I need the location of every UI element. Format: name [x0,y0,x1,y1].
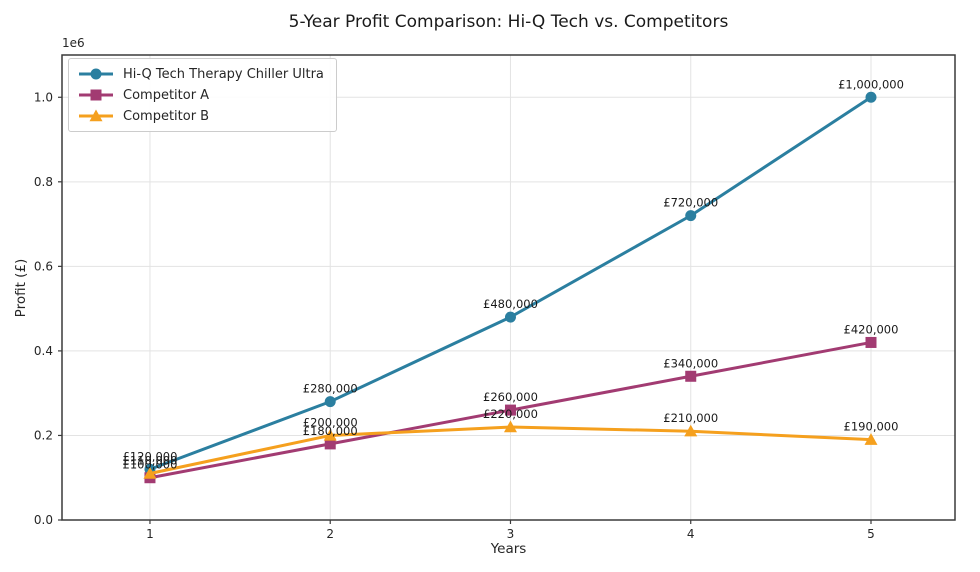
legend-item: Competitor B [77,108,324,124]
data-label: £190,000 [844,420,899,434]
y-axis-offset-label: 1e6 [62,36,85,50]
data-label: £480,000 [483,297,538,311]
circle-marker [324,396,336,408]
x-tick-label: 4 [687,527,695,541]
data-label: £260,000 [483,390,538,404]
y-tick-label: 0.6 [34,259,53,273]
legend-label: Hi-Q Tech Therapy Chiller Ultra [123,66,324,82]
y-axis-label: Profit (£) [13,258,29,318]
square-marker [504,404,516,416]
data-label: £720,000 [663,196,718,210]
data-label: £200,000 [303,415,358,429]
circle-marker [685,210,697,222]
legend-label: Competitor B [123,108,210,124]
square-marker [685,370,697,382]
circle-marker [504,311,516,323]
data-label: £120,000 [123,449,178,463]
y-tick-label: 1.0 [34,90,53,104]
x-tick-label: 1 [146,527,154,541]
square-legend-swatch [79,89,113,101]
y-tick-label: 0.8 [34,175,53,189]
x-tick-label: 2 [326,527,334,541]
data-label: £420,000 [844,322,899,336]
data-label: £280,000 [303,382,358,396]
triangle-marker [143,467,157,479]
legend: Hi-Q Tech Therapy Chiller Ultra Competito… [68,58,337,132]
square-marker [865,336,877,348]
plot-border [61,54,956,521]
data-label: £110,000 [123,454,178,468]
circle-marker [865,91,877,103]
data-label: £100,000 [123,458,178,472]
triangle-marker [864,433,878,445]
data-label: £180,000 [303,424,358,438]
data-label: £1,000,000 [838,77,904,91]
circle-legend-swatch [79,68,113,80]
data-label: £340,000 [663,356,718,370]
triangle-marker [684,424,698,437]
square-marker [324,438,336,450]
triangle-marker [323,428,337,441]
legend-item: Hi-Q Tech Therapy Chiller Ultra [77,66,324,82]
y-tick-label: 0.0 [34,513,53,527]
triangle-legend-swatch [79,109,113,122]
legend-label: Competitor A [123,87,210,103]
y-tick-label: 0.4 [34,344,53,358]
x-axis-label: Years [490,541,527,557]
legend-item: Competitor A [77,87,324,103]
x-tick-label: 5 [867,527,875,541]
triangle-marker [503,420,517,433]
x-tick-label: 3 [507,527,515,541]
y-tick-label: 0.2 [34,428,53,442]
data-label: £220,000 [483,407,538,421]
data-label: £210,000 [663,411,718,425]
chart-title: 5-Year Profit Comparison: Hi-Q Tech vs. … [288,12,729,32]
